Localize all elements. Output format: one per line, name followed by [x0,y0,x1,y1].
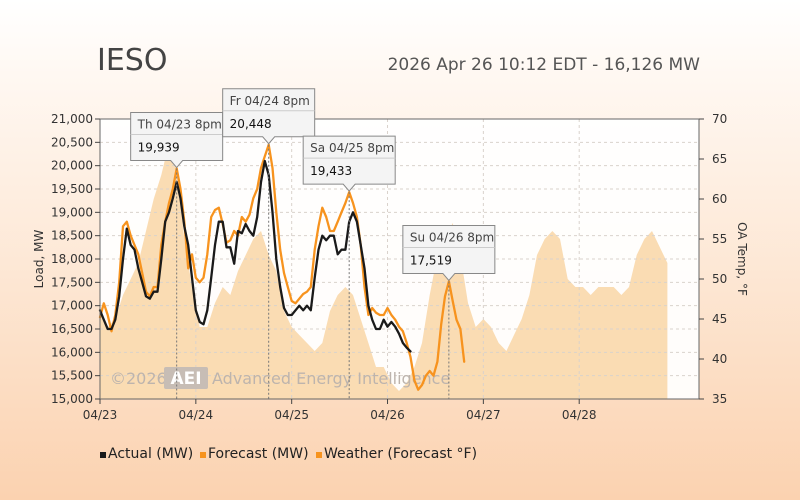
tooltip-value: 19,433 [310,164,352,178]
x-tick-label: 04/27 [466,408,501,422]
y-tick-label: 16,500 [51,322,93,336]
watermark-copyright: ©2026 [110,369,167,388]
chart-title: IESO [97,43,167,78]
legend-label: Weather (Forecast °F) [324,446,477,462]
y2-tick-label: 60 [712,192,727,206]
y-tick-label: 17,000 [51,299,93,313]
y-tick-label: 20,000 [51,159,93,173]
legend-item-weather[interactable]: Weather (Forecast °F) [316,446,477,462]
weather-area [100,143,668,399]
aei-logo [164,367,208,389]
tooltip-label: Fr 04/24 8pm [230,94,310,108]
weather-layer [100,143,668,399]
y2-tick-label: 40 [712,352,727,366]
legend-item-actual[interactable]: Actual (MW) [100,446,193,462]
series-layer [98,143,466,391]
watermark: ©2026 AEI Advanced Energy Intelligence [110,367,450,389]
tooltip-label: Th 04/23 8pm [137,118,222,132]
watermark-company: Advanced Energy Intelligence [212,369,450,388]
y-tick-label: 19,500 [51,182,93,196]
legend: Actual (MW) Forecast (MW) Weather (Forecas… [100,446,477,462]
peak-tooltip: Su 04/26 8pm 17,519 [402,224,496,282]
tooltip-value: 20,448 [230,117,272,131]
peak-tooltip: Th 04/23 8pm 19,939 [130,112,224,169]
legend-swatch [316,452,322,458]
y-tick-label: 18,500 [51,229,93,243]
axes: 15,000 15,500 16,000 16,500 17,000 17,500 18,0… [32,112,749,422]
x-tick-label: 04/25 [274,408,309,422]
watermark-logo: AEI [170,369,201,389]
y-tick-label: 18,000 [51,252,93,266]
peak-tooltip: Sa 04/25 8pm 19,433 [302,135,396,192]
tooltip-value: 17,519 [410,253,452,267]
legend-item-forecast[interactable]: Forecast (MW) [200,446,309,462]
y2-tick-label: 45 [712,312,727,326]
forecast-line [98,143,466,391]
tooltip-label: Sa 04/25 8pm [310,141,394,155]
y2-axis-label: OA Temp, °F [735,222,749,296]
y-tick-label: 15,000 [51,392,93,406]
y-tick-label: 16,000 [51,345,93,359]
y-tick-label: 19,000 [51,205,93,219]
peak-tooltip: Fr 04/24 8pm 20,448 [222,88,316,145]
y-tick-label: 20,500 [51,135,93,149]
y-tick-label: 17,500 [51,275,93,289]
y-tick-label: 15,500 [51,369,93,383]
x-tick-label: 04/26 [370,408,405,422]
annotations: Th 04/23 8pm 19,939 Fr 04/24 8pm 20,448 Sa 0… [130,88,496,399]
tooltip-label: Su 04/26 8pm [410,230,494,244]
x-tick-label: 04/24 [179,408,214,422]
tooltip-box [302,135,396,192]
y-tick-label: 21,000 [51,112,93,126]
x-tick-label: 04/28 [562,408,597,422]
x-tick-label: 04/23 [83,408,118,422]
legend-label: Forecast (MW) [208,446,309,462]
tooltip-box [222,88,316,145]
legend-swatch [200,452,206,458]
actual-line [98,159,412,353]
legend-swatch [100,452,106,458]
y2-tick-label: 70 [712,112,727,126]
tooltip-box [402,224,496,282]
y2-tick-label: 50 [712,272,727,286]
y2-tick-label: 65 [712,152,727,166]
legend-label: Actual (MW) [108,446,193,462]
chart-status: 2026 Apr 26 10:12 EDT - 16,126 MW [388,55,701,75]
y2-tick-label: 55 [712,232,727,246]
y2-tick-label: 35 [712,392,727,406]
tooltip-value: 19,939 [138,141,180,155]
y-axis-label: Load, MW [32,230,46,289]
